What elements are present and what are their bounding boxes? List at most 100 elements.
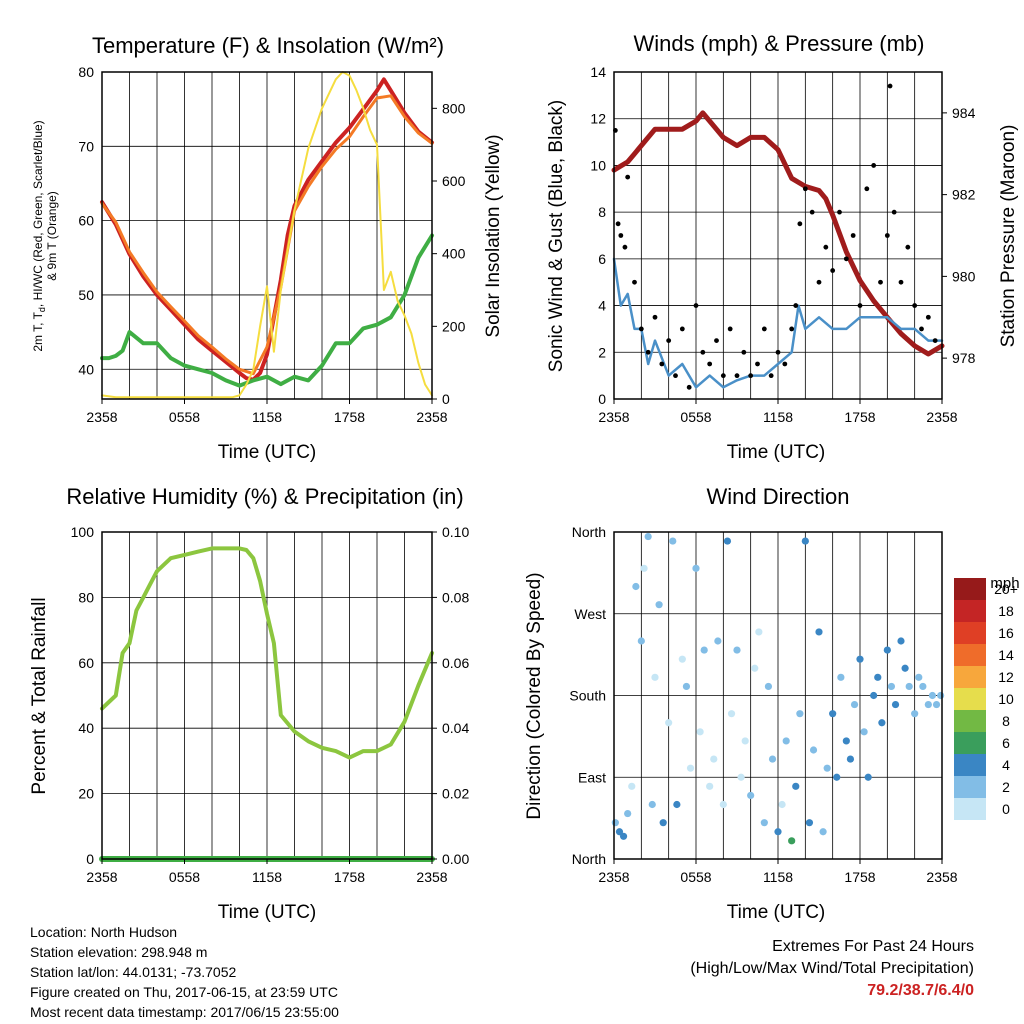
- wind-direction-point: [864, 773, 872, 781]
- y-tick-label-right: 0.02: [442, 786, 469, 802]
- gust-point: [871, 163, 877, 168]
- humidity-x-ticks: 2358 0558 1158 1758 2358: [86, 859, 448, 885]
- gust-point: [830, 268, 836, 273]
- temperature-y-ticks: 40 50 60 70 80: [78, 64, 94, 377]
- humidity-y-ticks-right: 0.00 0.02 0.04 0.06 0.08 0.10: [432, 524, 469, 867]
- wind-direction-point: [640, 564, 648, 572]
- gust-point: [707, 361, 713, 367]
- gust-point: [843, 256, 849, 262]
- temperature-panel: Temperature (F) & Insolation (W/m²) 2358…: [31, 33, 504, 463]
- temperature-y-label-line2: & 9m T (Orange): [45, 191, 59, 281]
- gust-point: [864, 186, 870, 192]
- wind-direction-point: [878, 719, 886, 727]
- colorbar-swatch: [954, 732, 986, 754]
- y-tick-label: 12: [590, 111, 606, 127]
- y-tick-label: 70: [78, 138, 94, 154]
- gust-point: [666, 338, 672, 344]
- series-line-9m-t-orange: [100, 94, 434, 376]
- wind-direction-point: [682, 682, 691, 691]
- winds-y-label-right: Station Pressure (Maroon): [998, 125, 1019, 348]
- gust-point: [700, 349, 706, 355]
- wind-direction-point: [805, 819, 814, 827]
- y-tick-label: 0: [86, 851, 94, 867]
- wind-direction-point: [733, 646, 741, 654]
- wind-direction-point: [700, 646, 708, 654]
- gust-point: [797, 221, 803, 227]
- gust-point: [686, 384, 692, 390]
- gust-point: [714, 338, 719, 344]
- series-line-solar-insolation-yellow: [101, 71, 433, 399]
- gust-point: [652, 314, 658, 320]
- temperature-title: Temperature (F) & Insolation (W/m²): [92, 33, 444, 58]
- wind-direction-point: [719, 800, 727, 809]
- gust-point: [857, 303, 863, 308]
- wind-direction-point: [870, 691, 878, 700]
- wind-direction-point: [801, 537, 809, 545]
- y-tick-label-right: 0.06: [442, 655, 469, 671]
- wind-direction-point: [764, 682, 773, 691]
- gust-point: [768, 373, 774, 379]
- y-tick-label: 60: [78, 213, 94, 229]
- series-line-td-green: [100, 233, 434, 388]
- colorbar-label: 8: [1002, 713, 1010, 729]
- gust-point: [782, 361, 788, 367]
- wind-direction-point: [842, 737, 850, 745]
- y-tick-label: 0: [598, 391, 606, 407]
- extremes-subheading: (High/Low/Max Wind/Total Precipitation): [690, 960, 974, 977]
- wind-direction-point: [678, 655, 686, 663]
- gust-point: [632, 279, 637, 285]
- gust-point: [789, 326, 795, 332]
- wind-direction-y-ticks: North East South West North: [569, 524, 606, 867]
- extremes-values: 79.2/38.7/6.4/0: [867, 982, 974, 999]
- wind-direction-point: [887, 682, 896, 691]
- wind-direction-point: [809, 746, 818, 754]
- y-tick-label-right: 0.08: [442, 589, 469, 605]
- x-tick-label: 0558: [169, 409, 200, 425]
- extremes-heading: Extremes For Past 24 Hours: [772, 938, 974, 955]
- wind-direction-point: [891, 700, 900, 709]
- gust-point: [816, 279, 822, 285]
- gust-point: [727, 326, 733, 332]
- x-tick-label: 1158: [252, 869, 282, 885]
- gust-point: [618, 233, 624, 238]
- colorbar-swatch: [954, 600, 986, 622]
- y-tick-label: South: [569, 688, 606, 704]
- gust-point: [809, 209, 815, 215]
- wind-direction-panel: Wind Direction 2358 0558 1158 1758 2358 Nort…: [524, 484, 1020, 923]
- wind-direction-point: [901, 664, 909, 672]
- wind-direction-point: [768, 755, 777, 763]
- wind-direction-grid: [614, 531, 942, 860]
- wind-direction-point: [659, 819, 667, 827]
- temperature-x-ticks: 2358 0558 1158 1758 2358: [86, 399, 448, 425]
- wind-direction-point: [924, 700, 932, 709]
- wind-direction-point: [714, 637, 722, 645]
- wind-direction-point: [760, 819, 768, 827]
- colorbar-swatch: [954, 578, 986, 600]
- wind-direction-point: [928, 691, 937, 700]
- wind-direction-point: [737, 773, 745, 781]
- wind-direction-point: [874, 673, 882, 681]
- wind-direction-point: [850, 700, 859, 709]
- wind-direction-point: [665, 719, 673, 727]
- gust-point: [741, 349, 747, 355]
- gust-point: [693, 303, 699, 308]
- wind-direction-point: [860, 728, 868, 736]
- wind-direction-y-label: Direction (Colored By Speed): [524, 572, 545, 819]
- colorbar-label: 4: [1002, 757, 1010, 773]
- wind-direction-x-label: Time (UTC): [727, 902, 826, 923]
- colorbar-swatch: [954, 798, 986, 820]
- colorbar-label: 16: [998, 625, 1014, 641]
- y-tick-label: 20: [78, 786, 94, 802]
- x-tick-label: 2358: [926, 409, 957, 425]
- x-tick-label: 2358: [598, 409, 629, 425]
- temperature-y-ticks-right: 0 200 400 600 800: [432, 100, 466, 407]
- wind-direction-point: [782, 737, 790, 745]
- speed-colorbar: 0 2 4 6 8 10 12 14 16 18 20+: [954, 578, 1018, 820]
- wind-direction-point: [696, 728, 704, 736]
- wind-direction-point: [651, 673, 659, 681]
- gust-point: [891, 209, 897, 215]
- gust-point: [925, 314, 931, 320]
- wind-direction-point: [648, 800, 656, 809]
- temperature-y-label-line1: 2m T, Td, HI/WC (Red, Green, Scarlet/Blu…: [31, 120, 47, 351]
